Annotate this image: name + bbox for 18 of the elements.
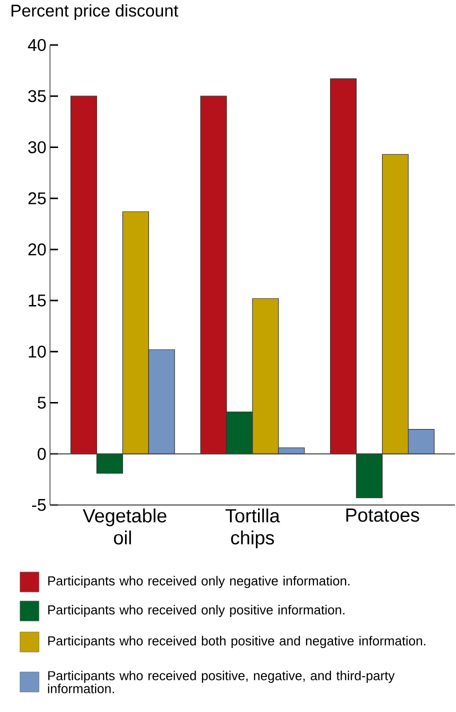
x-tick-label: Tortilla chips bbox=[225, 508, 280, 548]
y-tick-label: 10 bbox=[28, 346, 46, 358]
y-tick-label: 15 bbox=[28, 294, 46, 306]
chart-title: Percent price discount bbox=[12, 4, 178, 20]
legend-label: Participants who received only negative information. bbox=[48, 576, 350, 588]
legend-label: Participants who received both positive and negative information. bbox=[48, 636, 426, 648]
x-tick-label: Vegetable oil bbox=[82, 508, 166, 544]
y-tick-label: 5 bbox=[38, 396, 46, 409]
legend-label: Participants who received only positive information. bbox=[48, 604, 344, 618]
y-tick-label: 40 bbox=[28, 38, 46, 52]
y-tick-label: 0 bbox=[38, 448, 46, 460]
y-tick-label: 35 bbox=[28, 90, 46, 102]
y-tick-label: 20 bbox=[28, 243, 46, 256]
y-tick-label: -5 bbox=[32, 499, 46, 511]
legend-label: Participants who received positive, negative, and third-party information. bbox=[48, 670, 395, 694]
y-tick-label: 25 bbox=[28, 192, 46, 204]
y-tick-label: 30 bbox=[28, 141, 46, 154]
x-tick-label: Potatoes bbox=[346, 508, 420, 522]
